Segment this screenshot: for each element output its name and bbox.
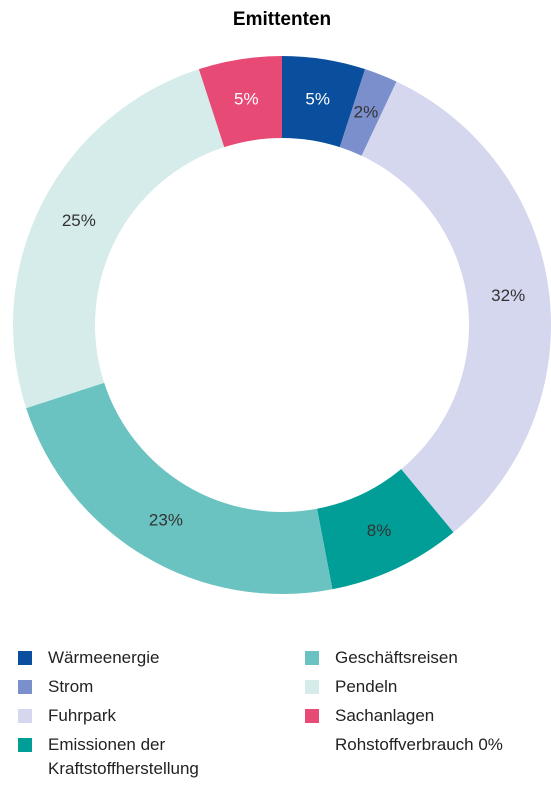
legend-text: Geschäftsreisen [335,646,525,670]
legend-swatch [305,651,319,665]
legend-item: Strom [18,675,238,699]
data-label: 2% [354,102,379,121]
legend-item: Rohstoffverbrauch 0% [305,733,525,757]
slice [361,81,551,533]
chart: Emittenten 5% 2% 32% 8% 23% 25% 5% [13,9,551,594]
data-label: 5% [234,89,259,108]
legend-label: Sachanlagen [335,706,435,725]
legend-text: Rohstoffverbrauch 0% [335,733,525,757]
legend-swatch [305,709,319,723]
legend-swatch [18,738,32,752]
legend-text: Pendeln [335,675,525,699]
legend-text: Strom [48,675,238,699]
data-label: 25% [62,211,96,230]
legend-text: Sachanlagen [335,704,525,728]
legend-label: Pendeln [335,677,398,696]
slice [198,56,282,148]
chart-title: Emittenten [233,9,331,30]
legend-text: Fuhrpark [48,704,238,728]
legend-label: Geschäftsreisen [335,648,458,667]
legend-item: Emissionen der Kraftstoffherstellung [18,733,238,781]
legend-item: Sachanlagen [305,704,525,728]
legend-swatch [18,651,32,665]
data-label: 32% [491,286,525,305]
legend-label: Rohstoffverbrauch [335,735,474,754]
legend-swatch [305,680,319,694]
slice [339,69,397,156]
slice [13,69,225,409]
legend-item: Pendeln [305,675,525,699]
legend-item: Geschäftsreisen [305,646,525,670]
legend-swatch [18,709,32,723]
legend-value: 0% [478,735,503,754]
slice [282,56,366,148]
data-label: 8% [367,521,392,540]
slice [26,382,333,594]
legend-text: Wärmeenergie [48,646,238,670]
legend-label: Strom [48,677,94,696]
legend-label: Fuhrpark [48,706,117,725]
data-label: 5% [305,89,330,108]
slice [317,469,454,590]
legend-label: Wärmeenergie [48,648,160,667]
legend-item: Fuhrpark [18,704,238,728]
data-label: 23% [149,511,183,530]
legend-item: Wärmeenergie [18,646,238,670]
legend-label: Emissionen der Kraftstoffherstellung [48,735,199,778]
legend-swatch [18,680,32,694]
legend-text: Emissionen der Kraftstoffherstellung [48,733,238,781]
